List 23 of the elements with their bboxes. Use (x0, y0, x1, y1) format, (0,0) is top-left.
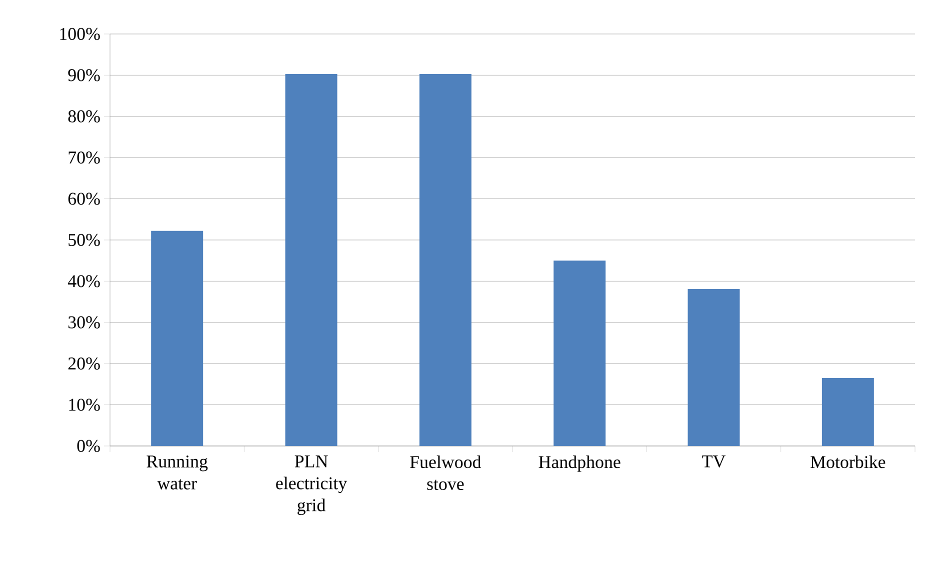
y-tick-label: 90% (68, 69, 100, 82)
y-tick-label: 0% (77, 440, 100, 452)
y-tick-label: 10% (69, 398, 100, 411)
y-tick-label: 50% (68, 234, 100, 246)
x-tick-label: PLN electricity grid (276, 456, 348, 515)
x-tick-label: Motorbike (810, 455, 886, 468)
x-tick-label: Running water (146, 456, 208, 490)
y-tick-label: 40% (68, 275, 100, 288)
x-tick-label: TV (702, 456, 726, 468)
bar (822, 378, 874, 446)
y-tick-label: 80% (68, 110, 100, 122)
y-tick-label: 100% (60, 28, 100, 40)
y-tick-label: 30% (68, 316, 100, 328)
bar (419, 74, 472, 446)
y-tick-label: 60% (68, 192, 100, 205)
bar (151, 230, 204, 446)
x-tick-label: Handphone (538, 455, 620, 472)
y-tick-label: 20% (68, 358, 100, 370)
bar (554, 260, 606, 446)
y-tick-label: 70% (68, 152, 100, 164)
bar (285, 74, 338, 446)
x-tick-label: Fuelwood stove (410, 455, 482, 490)
bar (688, 289, 740, 446)
